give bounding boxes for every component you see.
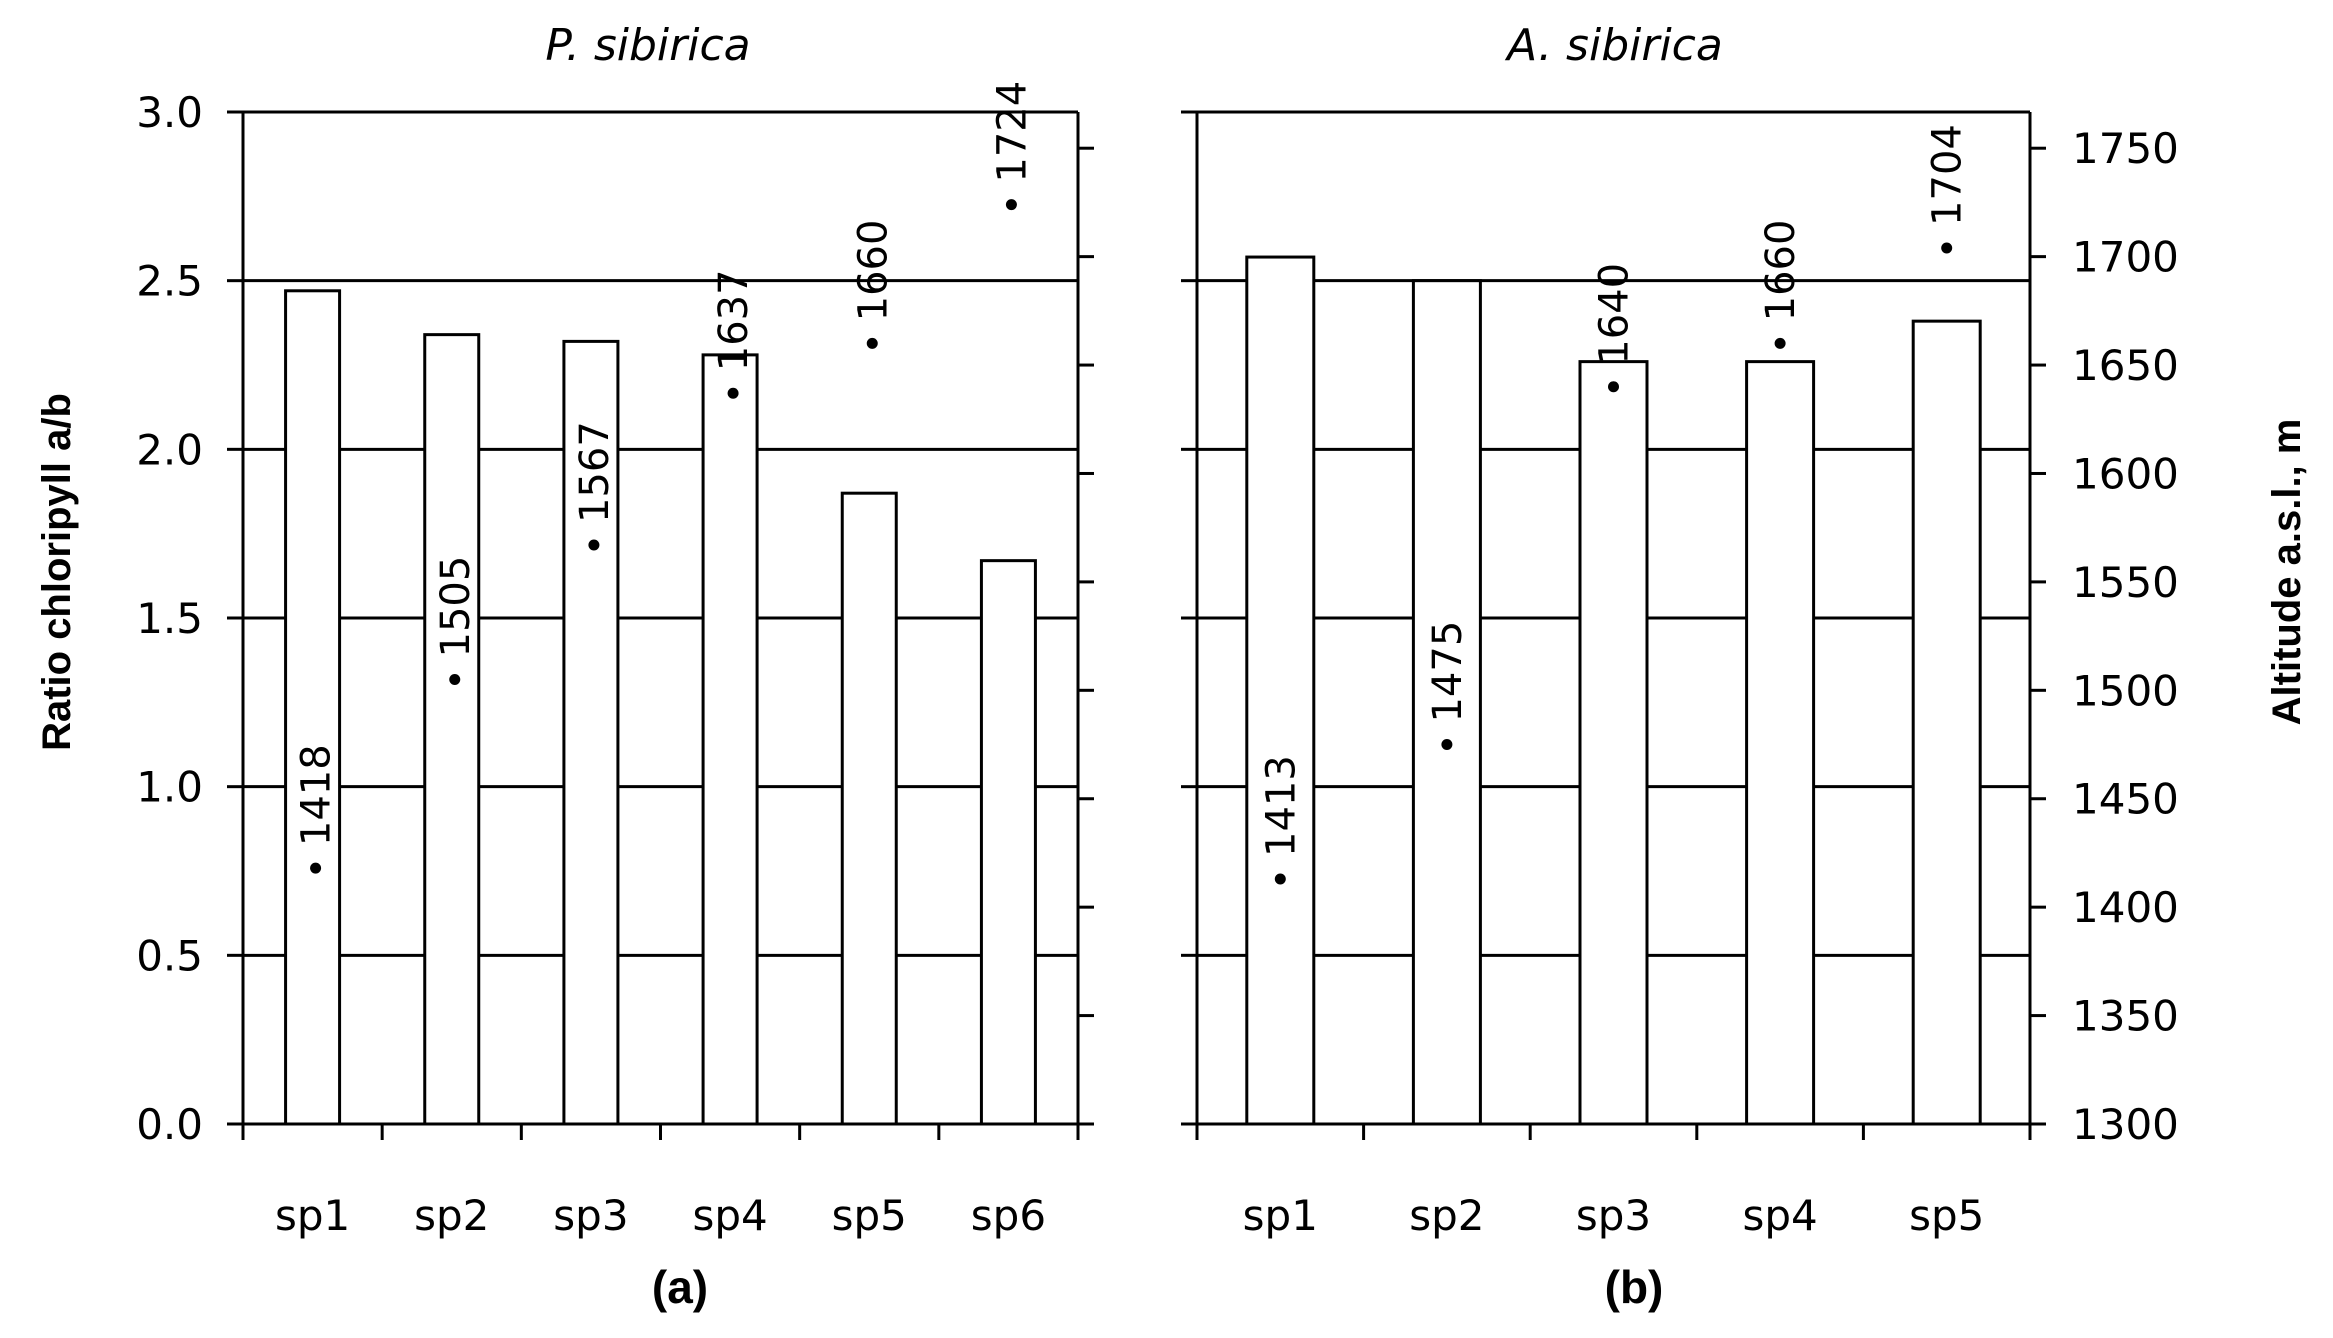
y2-tick-label: 1350 [2072, 992, 2179, 1041]
y2-tick-label: 1500 [2072, 666, 2179, 715]
altitude-marker [1005, 199, 1017, 211]
bar [423, 333, 481, 1126]
altitude-marker [1774, 337, 1786, 349]
y-tick-label: 1.0 [136, 763, 203, 812]
y-tick-label: 2.5 [136, 257, 203, 306]
bar [1411, 279, 1482, 1126]
bar [1745, 360, 1816, 1126]
altitude-marker [1608, 381, 1619, 393]
altitude-marker [310, 862, 322, 874]
y2-tick-label: 1550 [2072, 558, 2179, 607]
bar [979, 559, 1037, 1126]
x-tick-label: sp1 [275, 1191, 350, 1240]
x-tick-label: sp1 [1243, 1191, 1318, 1240]
panel-a: P. sibirica Ratio chloripyll a/b 1418 150… [35, 20, 1094, 1313]
altitude-label: 1475 [1425, 621, 1471, 723]
y2-tick-label: 1750 [2072, 124, 2179, 173]
y-tick-label: 1.5 [136, 594, 203, 643]
x-tick-label: sp5 [832, 1191, 907, 1240]
altitude-label: 1660 [850, 220, 896, 322]
y2-tick-label: 1650 [2072, 341, 2179, 390]
altitude-label: 1640 [1592, 263, 1638, 365]
x-tick-label: sp2 [414, 1191, 489, 1240]
altitude-marker [866, 337, 878, 349]
y-axis-label: Ratio chloripyll a/b [35, 393, 79, 751]
y-tick-label: 0.5 [136, 931, 203, 980]
altitude-label: 1724 [989, 81, 1035, 183]
altitude-label: 1505 [433, 556, 479, 658]
altitude-marker [1441, 739, 1453, 751]
y2-tick-label: 1300 [2072, 1100, 2179, 1149]
panel-a-label: (a) [652, 1261, 708, 1313]
x-tick-label: sp6 [971, 1191, 1046, 1240]
altitude-label: 1704 [1925, 124, 1971, 226]
altitude-marker [588, 539, 600, 551]
altitude-label: 1567 [572, 421, 618, 523]
x-tick-label: sp3 [1576, 1191, 1651, 1240]
x-tick-label: sp4 [692, 1191, 767, 1240]
y2-tick-label: 1400 [2072, 883, 2179, 932]
bar [840, 491, 898, 1126]
altitude-marker [1941, 242, 1953, 254]
y-tick-label: 3.0 [136, 88, 203, 137]
panel-b-title: A. sibirica [1504, 20, 1723, 71]
y-tick-label: 0.0 [136, 1100, 203, 1149]
y2-tick-label: 1600 [2072, 449, 2179, 498]
panel-b-label: (b) [1605, 1261, 1664, 1313]
y2-tick-label: 1450 [2072, 775, 2179, 824]
altitude-marker [1274, 873, 1286, 885]
x-tick-label: sp4 [1742, 1191, 1817, 1240]
y2-tick-label: 1700 [2072, 233, 2179, 282]
panel-a-title: P. sibirica [545, 20, 750, 71]
x-tick-label: sp3 [553, 1191, 628, 1240]
altitude-label: 1637 [711, 269, 757, 371]
bar [701, 353, 759, 1126]
y-tick-label: 2.0 [136, 425, 203, 474]
altitude-label: 1413 [1258, 755, 1304, 857]
y2-axis-label: Altitude a.s.l., m [2265, 419, 2309, 726]
x-tick-label: sp2 [1409, 1191, 1484, 1240]
altitude-label: 1660 [1758, 220, 1804, 322]
bar [1911, 319, 1982, 1126]
altitude-marker [727, 387, 739, 399]
altitude-label: 1418 [294, 744, 340, 846]
plot-area-a: 1418 1505 1567 1637 1660 1724 sp1 sp2 sp3 sp4 sp5 s… [136, 81, 1094, 1240]
plot-area-b: 1413 1475 1640 1660 1704 sp1 sp2 sp3 sp4 sp5 1300 1… [1181, 110, 2179, 1240]
panel-b: A. sibirica Altitude a.s.l., m 141314751… [1181, 20, 2309, 1313]
bar [284, 289, 342, 1126]
bar [1245, 255, 1316, 1126]
bar [1578, 360, 1649, 1126]
altitude-marker [449, 673, 461, 685]
x-tick-label: sp5 [1909, 1191, 1984, 1240]
